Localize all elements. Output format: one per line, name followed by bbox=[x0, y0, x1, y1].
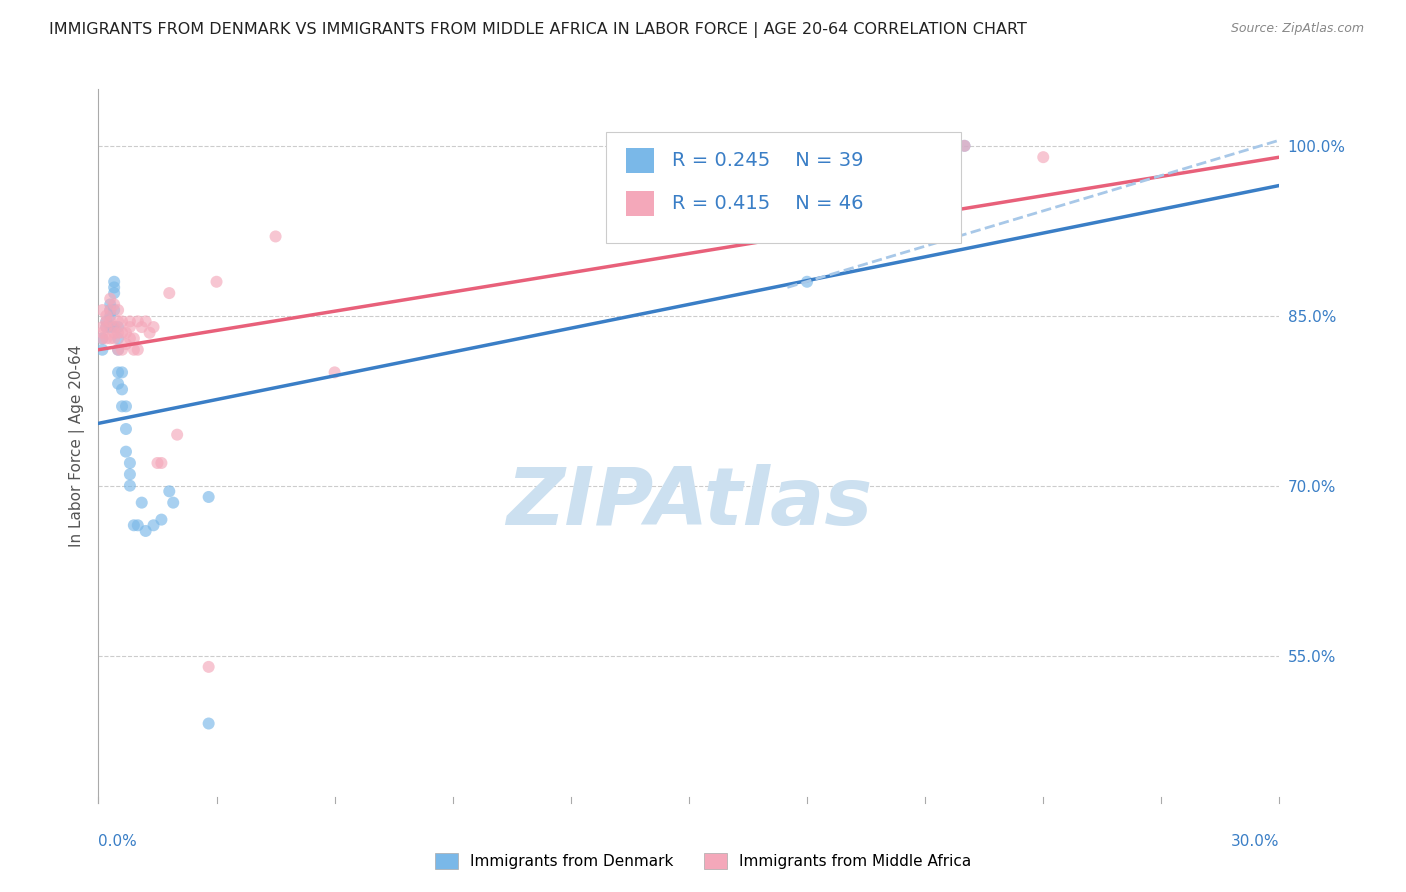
Point bbox=[103, 286, 125, 301]
Point bbox=[953, 138, 976, 153]
Point bbox=[118, 331, 141, 345]
Point bbox=[115, 326, 138, 340]
Point bbox=[96, 309, 118, 323]
Point bbox=[111, 365, 134, 379]
Point bbox=[146, 456, 169, 470]
Point bbox=[118, 314, 141, 328]
Point bbox=[98, 303, 121, 318]
Point bbox=[96, 320, 118, 334]
Point bbox=[142, 320, 165, 334]
Point bbox=[205, 275, 228, 289]
Point bbox=[91, 343, 114, 357]
Point bbox=[91, 331, 114, 345]
Point bbox=[96, 314, 118, 328]
Point bbox=[135, 524, 157, 538]
Point bbox=[166, 427, 188, 442]
Legend: Immigrants from Denmark, Immigrants from Middle Africa: Immigrants from Denmark, Immigrants from… bbox=[429, 847, 977, 875]
Y-axis label: In Labor Force | Age 20-64: In Labor Force | Age 20-64 bbox=[69, 345, 84, 547]
Text: 30.0%: 30.0% bbox=[1232, 834, 1279, 849]
Point bbox=[91, 320, 114, 334]
Point bbox=[103, 320, 125, 334]
Point bbox=[118, 467, 141, 482]
Point bbox=[323, 365, 346, 379]
Point bbox=[118, 456, 141, 470]
Point bbox=[107, 303, 129, 318]
Text: R = 0.415    N = 46: R = 0.415 N = 46 bbox=[672, 194, 863, 213]
Point bbox=[103, 320, 125, 334]
Point bbox=[111, 383, 134, 397]
Point bbox=[162, 495, 184, 509]
Point bbox=[138, 326, 160, 340]
Text: ZIPAtlas: ZIPAtlas bbox=[506, 464, 872, 542]
Point bbox=[107, 365, 129, 379]
Point bbox=[118, 320, 141, 334]
Point bbox=[98, 331, 121, 345]
FancyBboxPatch shape bbox=[606, 132, 960, 243]
Point bbox=[197, 716, 219, 731]
Point bbox=[107, 314, 129, 328]
Point bbox=[115, 400, 138, 414]
Text: IMMIGRANTS FROM DENMARK VS IMMIGRANTS FROM MIDDLE AFRICA IN LABOR FORCE | AGE 20: IMMIGRANTS FROM DENMARK VS IMMIGRANTS FR… bbox=[49, 22, 1028, 38]
Point bbox=[103, 331, 125, 345]
Point bbox=[1032, 150, 1054, 164]
Point bbox=[98, 303, 121, 318]
Point bbox=[122, 343, 145, 357]
Point bbox=[150, 456, 173, 470]
Point bbox=[96, 320, 118, 334]
Point bbox=[96, 331, 118, 345]
Point bbox=[107, 343, 129, 357]
Point bbox=[115, 337, 138, 351]
Point bbox=[131, 320, 153, 334]
Point bbox=[197, 660, 219, 674]
Point bbox=[103, 275, 125, 289]
Point bbox=[98, 320, 121, 334]
Point bbox=[118, 478, 141, 492]
Point bbox=[142, 518, 165, 533]
Point bbox=[150, 513, 173, 527]
FancyBboxPatch shape bbox=[626, 148, 654, 173]
Text: 0.0%: 0.0% bbox=[98, 834, 138, 849]
Point bbox=[107, 331, 129, 345]
Point bbox=[111, 326, 134, 340]
Point bbox=[127, 314, 149, 328]
Point bbox=[122, 518, 145, 533]
Point bbox=[131, 495, 153, 509]
Point bbox=[157, 286, 180, 301]
Point bbox=[107, 343, 129, 357]
Point bbox=[98, 292, 121, 306]
Point bbox=[107, 376, 129, 391]
Point bbox=[127, 518, 149, 533]
Point bbox=[135, 314, 157, 328]
Point bbox=[197, 490, 219, 504]
Point bbox=[107, 326, 129, 340]
Point bbox=[96, 314, 118, 328]
Point bbox=[103, 297, 125, 311]
Point bbox=[111, 314, 134, 328]
Point bbox=[111, 400, 134, 414]
Point bbox=[953, 138, 976, 153]
Point bbox=[103, 303, 125, 318]
Point bbox=[91, 326, 114, 340]
Text: Source: ZipAtlas.com: Source: ZipAtlas.com bbox=[1230, 22, 1364, 36]
Point bbox=[91, 331, 114, 345]
Text: R = 0.245    N = 39: R = 0.245 N = 39 bbox=[672, 151, 863, 170]
Point bbox=[115, 444, 138, 458]
Point bbox=[91, 303, 114, 318]
Point bbox=[98, 297, 121, 311]
Point bbox=[264, 229, 287, 244]
Point bbox=[98, 314, 121, 328]
Point bbox=[111, 343, 134, 357]
Point bbox=[122, 331, 145, 345]
Point bbox=[103, 326, 125, 340]
Point bbox=[115, 422, 138, 436]
Point bbox=[103, 280, 125, 294]
Point bbox=[98, 309, 121, 323]
Point bbox=[107, 320, 129, 334]
Point bbox=[157, 484, 180, 499]
Point bbox=[127, 343, 149, 357]
Point bbox=[796, 275, 818, 289]
FancyBboxPatch shape bbox=[626, 191, 654, 216]
